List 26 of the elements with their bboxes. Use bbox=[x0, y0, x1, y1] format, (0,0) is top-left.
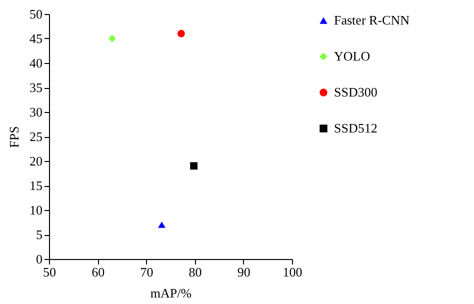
y-tick-label: 40 bbox=[30, 56, 42, 70]
point bbox=[177, 30, 185, 38]
y-tick-label: 25 bbox=[30, 129, 42, 144]
legend-label: YOLO bbox=[334, 48, 370, 64]
legend-label: SSD512 bbox=[334, 120, 378, 136]
x-tick-label: 80 bbox=[188, 264, 202, 280]
y-tick-label: 20 bbox=[30, 154, 42, 168]
x-tick-label: 70 bbox=[140, 264, 154, 280]
legend-label: Faster R-CNN bbox=[334, 12, 410, 28]
y-tick-label: 35 bbox=[30, 80, 42, 95]
y-tick-label: 50 bbox=[30, 6, 42, 22]
y-tick-label: 5 bbox=[36, 227, 42, 242]
y-axis-title: FPS bbox=[6, 126, 22, 148]
point bbox=[158, 221, 166, 228]
point bbox=[190, 162, 198, 170]
x-tick-label: 100 bbox=[282, 264, 302, 280]
y-tick-label: 0 bbox=[36, 252, 42, 266]
y-tick-label: 10 bbox=[30, 202, 42, 218]
y-tick-label: 45 bbox=[30, 31, 42, 46]
x-tick-label: 90 bbox=[237, 264, 250, 280]
y-tick-label: 30 bbox=[30, 104, 42, 120]
y-tick-label: 15 bbox=[30, 178, 42, 193]
legend-label: SSD300 bbox=[334, 84, 378, 100]
x-tick-label: 60 bbox=[92, 264, 105, 280]
x-axis-title: mAP/% bbox=[150, 286, 192, 300]
point bbox=[108, 34, 116, 42]
